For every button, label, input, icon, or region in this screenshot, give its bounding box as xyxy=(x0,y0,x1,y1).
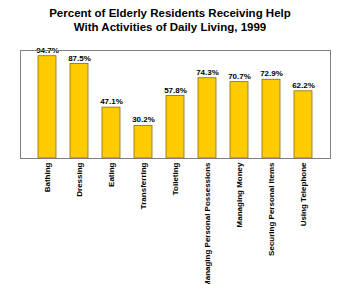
html-text:Percent of Elderly Residents R: Percent of Elderly Residents Receiving H… xyxy=(49,7,291,33)
svg-text:Transferring: Transferring xyxy=(139,162,148,209)
svg-text:47.1%: 47.1% xyxy=(100,97,123,106)
svg-text:57.8%: 57.8% xyxy=(164,86,187,95)
svg-text:Bathing: Bathing xyxy=(43,162,52,192)
svg-text:74.3%: 74.3% xyxy=(196,68,219,77)
svg-text:Securing Personal Items: Securing Personal Items xyxy=(267,162,276,256)
svg-text:94.7%: 94.7% xyxy=(36,45,59,55)
svg-text:Using Telephone: Using Telephone xyxy=(299,162,308,226)
svg-text:70.7%: 70.7% xyxy=(228,72,251,81)
svg-text:Dressing: Dressing xyxy=(75,162,84,196)
svg-text:Managing Money: Managing Money xyxy=(235,162,244,227)
svg-text:Managing Personal Possessions: Managing Personal Possessions xyxy=(203,162,212,284)
svg-text:Eating: Eating xyxy=(107,162,116,187)
svg-text:Toileting: Toileting xyxy=(171,162,180,195)
svg-text:87.5%: 87.5% xyxy=(68,54,91,63)
svg-text:72.9%: 72.9% xyxy=(260,69,283,78)
svg-text:30.2%: 30.2% xyxy=(132,115,155,124)
svg-text:62.2%: 62.2% xyxy=(292,81,315,90)
